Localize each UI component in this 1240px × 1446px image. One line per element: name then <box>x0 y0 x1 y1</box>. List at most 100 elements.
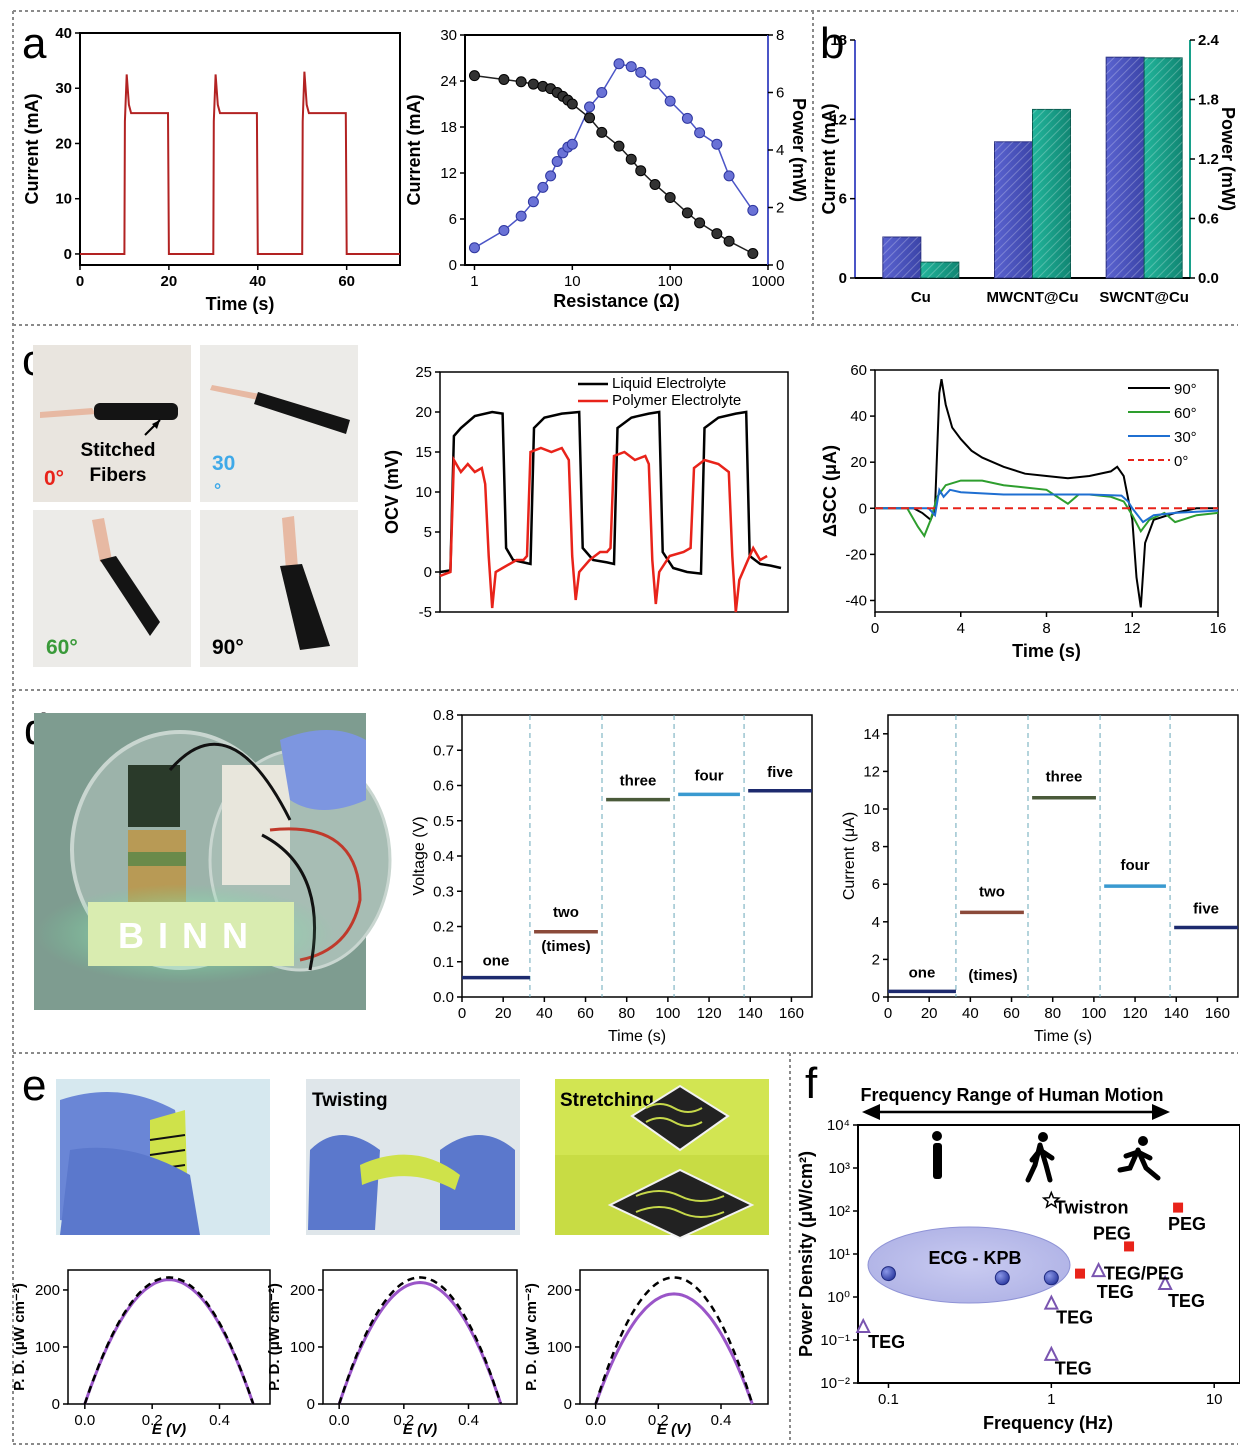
twistron-point <box>1041 1190 1061 1209</box>
chart-e-power-density-curves: 0 100 200 0.0 0.2 0.4 E (V) P. D. (μW cm⁻²) 0 100… <box>11 1269 769 1438</box>
x-tick-label: 0.4 <box>711 1412 732 1429</box>
twisting-label: Twisting <box>312 1090 388 1111</box>
power-point <box>498 225 510 236</box>
y-tick-label: 0 <box>839 270 847 287</box>
x-axis-label: Resistance (Ω) <box>553 291 679 311</box>
y-tick-label: 0 <box>449 257 457 274</box>
x-tick-label: 120 <box>697 1005 722 1022</box>
annotation-label: (times) <box>541 938 590 955</box>
y-axis-label: Current (mA) <box>819 103 839 214</box>
x-tick-label: 140 <box>1164 1005 1189 1022</box>
current-point <box>664 192 676 204</box>
y-tick-label: 8 <box>872 839 880 856</box>
measured-curve <box>83 1278 255 1405</box>
chart-f-power-density-frequency: 10⁻² 10⁻¹ 10⁰ 10¹ 10² 10³ 10⁴ 0.1 1 10 Frequency R… <box>796 1085 1240 1433</box>
y-tick-label: 6 <box>776 85 784 102</box>
y-tick-label: 15 <box>415 444 432 461</box>
running-person-body <box>1117 1147 1161 1181</box>
x-tick-label: 8 <box>1042 620 1050 637</box>
y-tick-label: 12 <box>863 763 880 780</box>
y-tick-label: 10 <box>863 801 880 818</box>
y-tick-label: 200 <box>547 1282 572 1299</box>
power-point <box>613 58 625 70</box>
legend-label: Liquid Electrolyte <box>612 375 726 392</box>
stretching-label: Stretching <box>560 1090 654 1111</box>
plot-frame <box>887 714 1239 998</box>
x-axis-label: Time (s) <box>1034 1028 1092 1045</box>
x-tick-label: 20 <box>495 1005 512 1022</box>
plot-frame <box>67 1269 271 1405</box>
plot-frame <box>79 32 401 266</box>
ocv-trace <box>439 410 782 575</box>
y-tick-label: 30 <box>440 27 457 44</box>
x-tick-label: 140 <box>738 1005 763 1022</box>
photo-d-device: BINN <box>34 713 392 1010</box>
y-tick-label: 20 <box>55 135 72 152</box>
y-axis-label: P. D. (μW cm⁻²) <box>266 1283 283 1391</box>
chart-title: Frequency Range of Human Motion <box>860 1085 1163 1105</box>
y-tick-label: 10³ <box>828 1160 850 1177</box>
y-tick-label: 8 <box>776 27 784 44</box>
x-tick-label: 100 <box>655 1005 680 1022</box>
segment-label: two <box>553 904 579 921</box>
current-point <box>681 207 693 219</box>
x-tick-label: 40 <box>536 1005 553 1022</box>
y-tick-label: 2.4 <box>1198 32 1220 49</box>
ecg-point <box>994 1270 1010 1286</box>
y-tick-label: 6 <box>872 876 880 893</box>
y-tick-label: 0.4 <box>433 848 454 865</box>
chart-b-bars: 0 6 12 18 0.0 0.6 1.2 1.8 2.4 Cu MWCNT@Cu SWCNT@Cu C… <box>819 32 1238 306</box>
ecg-point <box>1043 1270 1059 1286</box>
angle-60-label: 60° <box>46 636 78 659</box>
segment-label: one <box>483 953 510 970</box>
current-point <box>635 165 647 177</box>
y-axis-label: Current (μA) <box>841 812 858 900</box>
photo-c-0deg: Stitched Fibers 0° <box>33 345 191 502</box>
y-tick-label: 10 <box>55 191 72 208</box>
chart-c2-scc: -40 -20 0 20 40 60 0 4 8 12 16 90° 60° 30° 0° Time (s) Δ… <box>820 362 1226 661</box>
point-label: TEG <box>1056 1308 1093 1328</box>
peg-point <box>1173 1202 1184 1213</box>
y-tick-label: 10⁴ <box>827 1117 850 1134</box>
x-tick-label: 40 <box>962 1005 979 1022</box>
y-tick-label: 2 <box>776 200 784 217</box>
plot-frame <box>874 369 1219 613</box>
y-tick-label: 10⁰ <box>827 1289 850 1306</box>
power-point <box>468 242 480 254</box>
x-tick-label: 20 <box>161 273 178 290</box>
current-line <box>474 74 754 255</box>
x-tick-label: 60 <box>577 1005 594 1022</box>
power-point <box>625 61 637 73</box>
reference-curve <box>338 1276 502 1405</box>
standing-person-body <box>933 1143 942 1179</box>
y-tick-label: 0 <box>859 500 867 517</box>
y-tick-label: 0.0 <box>1198 270 1219 287</box>
x-axis-label: Frequency (Hz) <box>983 1413 1113 1433</box>
y2-axis-label: Power (mW) <box>1218 107 1238 211</box>
y-tick-label: 0.2 <box>433 919 454 936</box>
y-tick-label: 2 <box>872 951 880 968</box>
current-point <box>613 140 625 152</box>
scc-trace <box>875 479 1219 538</box>
y-tick-label: 0 <box>307 1396 315 1413</box>
walking-person-icon <box>1038 1132 1048 1142</box>
y-tick-label: 12 <box>440 165 457 182</box>
x-tick-label: 10 <box>1206 1391 1223 1408</box>
category-label: SWCNT@Cu <box>1099 289 1189 306</box>
power-point <box>694 127 706 139</box>
y-tick-label: 10 <box>415 484 432 501</box>
current-trace <box>80 71 400 255</box>
x-tick-label: 4 <box>957 620 965 637</box>
power-bar-hatch <box>1032 109 1071 279</box>
annotation-label: (times) <box>968 967 1017 984</box>
stitched-label: Stitched <box>81 440 156 461</box>
y-tick-label: 0 <box>564 1396 572 1413</box>
angle-0-label: 0° <box>44 467 64 490</box>
segment-label: five <box>767 764 793 781</box>
x-tick-label: 0.2 <box>393 1412 414 1429</box>
x-tick-label: 160 <box>1205 1005 1230 1022</box>
y-tick-label: 0.3 <box>433 883 454 900</box>
y-tick-label: 10² <box>828 1203 850 1220</box>
current-point <box>596 126 608 138</box>
x-tick-label: 0 <box>458 1005 466 1022</box>
